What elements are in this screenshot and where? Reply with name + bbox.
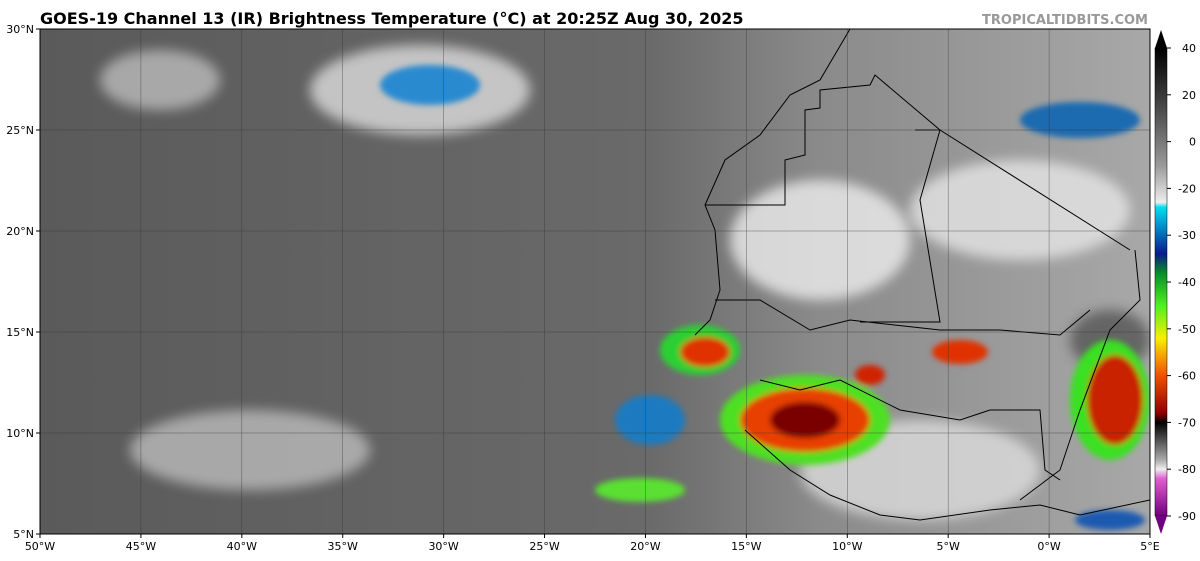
colorbar-extend-top	[1155, 30, 1167, 48]
colorbar-tick-label: -40	[1178, 276, 1196, 289]
colorbar-tick-label: 0	[1189, 136, 1196, 149]
colorbar-tick-label: -80	[1178, 463, 1196, 476]
lon-label: 5°E	[1140, 540, 1159, 553]
lon-label: 5°W	[936, 540, 959, 553]
lon-label: 0°W	[1037, 540, 1060, 553]
colorbar-tick-label: -50	[1178, 323, 1196, 336]
colorbar-tick-label: -70	[1178, 416, 1196, 429]
site-credit: TROPICALTIDBITS.COM	[982, 13, 1148, 28]
colorbar-tick-label: 40	[1182, 42, 1196, 55]
lon-label: 30°W	[428, 540, 458, 553]
lon-label: 10°W	[832, 540, 862, 553]
lat-label: 15°N	[6, 326, 34, 339]
lon-label: 25°W	[529, 540, 559, 553]
lat-label: 30°N	[6, 23, 34, 36]
colorbar-tick-label: -30	[1178, 229, 1196, 242]
lat-label: 20°N	[6, 225, 34, 238]
lon-label: 35°W	[328, 540, 358, 553]
lon-label: 20°W	[630, 540, 660, 553]
lon-label: 15°W	[731, 540, 761, 553]
colorbar	[1154, 47, 1168, 517]
colorbar-extend-bottom	[1155, 516, 1167, 534]
map-frame	[39, 28, 1151, 535]
lat-label: 25°N	[6, 124, 34, 137]
lat-label: 5°N	[13, 528, 34, 541]
lon-label: 45°W	[126, 540, 156, 553]
satellite-image	[40, 29, 1150, 534]
lon-label: 50°W	[25, 540, 55, 553]
colorbar-tick-label: 20	[1182, 89, 1196, 102]
colorbar-tick-label: -20	[1178, 182, 1196, 195]
colorbar-tick-label: -60	[1178, 370, 1196, 383]
lat-label: 10°N	[6, 427, 34, 440]
colorbar-tick-label: -90	[1178, 510, 1196, 523]
lon-label: 40°W	[227, 540, 257, 553]
title: GOES-19 Channel 13 (IR) Brightness Tempe…	[40, 9, 743, 28]
